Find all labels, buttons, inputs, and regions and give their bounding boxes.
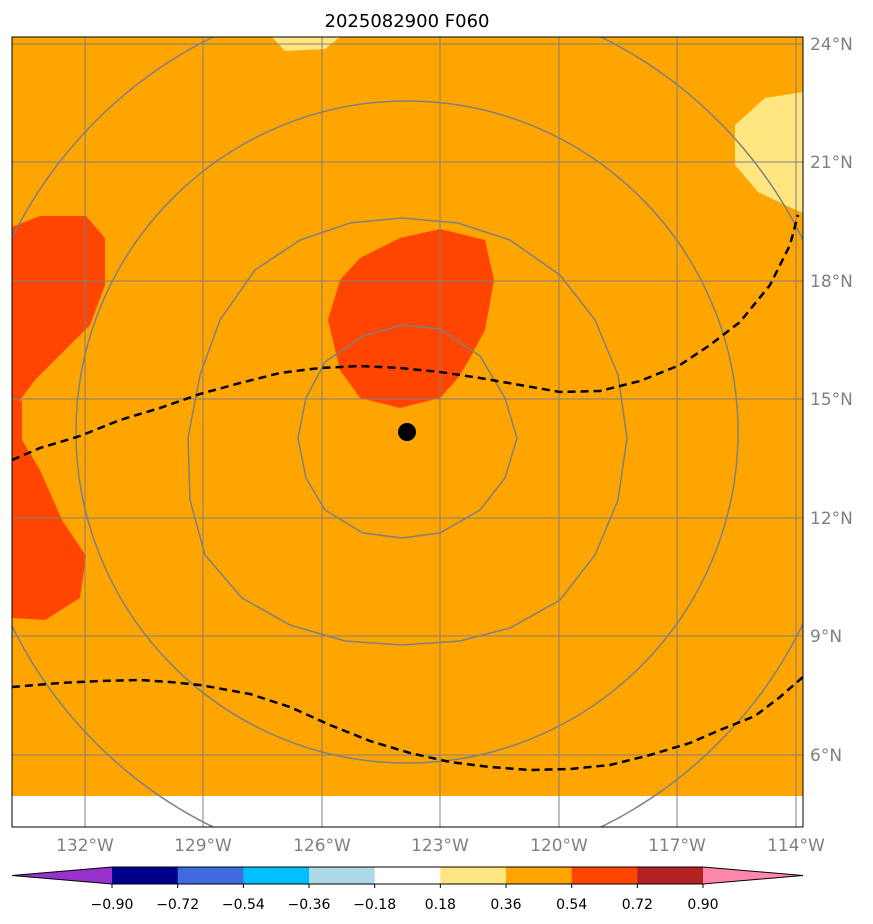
lat-tick-label: 9°N <box>810 627 842 647</box>
colorbar-tick-label: 0.54 <box>556 897 587 913</box>
colorbar-tick-label: −0.18 <box>353 897 396 913</box>
colorbar-tick-label: −0.72 <box>156 897 199 913</box>
field-patch-northeast <box>735 92 803 213</box>
colorbar-segment <box>309 867 376 884</box>
colorbar-segment <box>177 867 244 884</box>
colorbar-segment <box>506 867 573 884</box>
colorbar-extend-low <box>12 867 112 884</box>
lon-tick-label: 114°W <box>767 836 825 856</box>
colorbar-tick-label: −0.90 <box>91 897 134 913</box>
lat-tick-label: 6°N <box>810 746 842 766</box>
lat-tick-label: 24°N <box>810 35 853 55</box>
chart-title: 2025082900 F060 <box>325 11 490 32</box>
range-rings <box>12 37 803 827</box>
range-ring-1 <box>297 324 518 539</box>
lon-tick-labels: 132°W 129°W 126°W 123°W 120°W 117°W 114°… <box>56 836 825 856</box>
colorbar-tick-label: 0.18 <box>425 897 456 913</box>
map-panel[interactable] <box>0 0 847 872</box>
storm-center-marker[interactable] <box>398 423 416 441</box>
lat-tick-label: 12°N <box>810 509 853 529</box>
field-patch-center <box>328 229 494 408</box>
dashed-contours <box>12 214 803 772</box>
lon-tick-label: 123°W <box>411 836 469 856</box>
lat-tick-labels: 24°N 21°N 18°N 15°N 12°N 9°N 6°N <box>810 35 853 766</box>
colorbar: −0.90 −0.72 −0.54 −0.36 −0.18 0.18 0.36 0.54 0.7… <box>11 866 804 913</box>
colorbar-tick-label: 0.90 <box>687 897 718 913</box>
lon-tick-label: 117°W <box>648 836 706 856</box>
colorbar-extend-high <box>703 867 803 884</box>
colorbar-segment <box>374 867 441 884</box>
lat-tick-label: 18°N <box>810 272 853 292</box>
colorbar-tick-label: −0.36 <box>288 897 331 913</box>
field-orange <box>12 37 803 796</box>
lat-tick-label: 21°N <box>810 153 853 173</box>
dashed-contour-north <box>12 214 800 462</box>
lon-tick-label: 120°W <box>530 836 588 856</box>
colorbar-tick-label: −0.54 <box>222 897 265 913</box>
field-patch-west-lower <box>12 400 86 620</box>
colorbar-segment <box>440 867 507 884</box>
dashed-contour-south <box>12 676 803 772</box>
colorbar-tick-label: 0.36 <box>490 897 521 913</box>
lon-tick-label: 132°W <box>56 836 114 856</box>
range-ring-3 <box>75 100 739 764</box>
lon-tick-label: 129°W <box>174 836 232 856</box>
graticule <box>12 37 803 827</box>
map-frame <box>11 36 804 828</box>
colorbar-segment <box>243 867 310 884</box>
colorbar-segment <box>637 867 704 884</box>
colorbar-tick-label: 0.72 <box>622 897 653 913</box>
lat-tick-label: 15°N <box>810 390 853 410</box>
colorbar-segment <box>571 867 638 884</box>
range-ring-2 <box>187 217 628 646</box>
colorbar-segment <box>112 867 179 884</box>
field-patch-west-upper <box>12 216 105 410</box>
lon-tick-label: 126°W <box>293 836 351 856</box>
